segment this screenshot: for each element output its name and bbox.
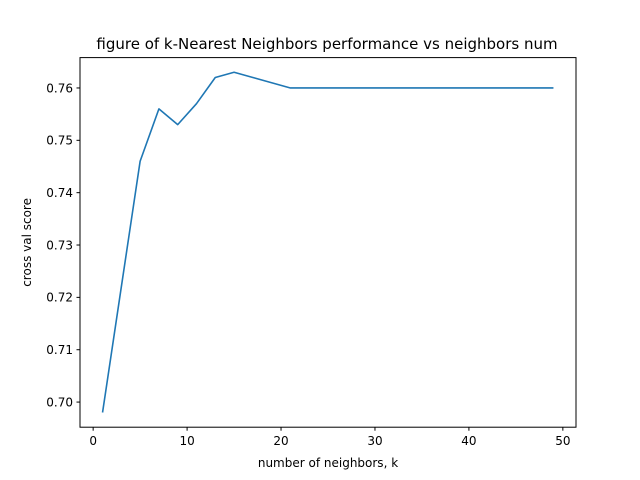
x-tick-label: 0 [89, 434, 97, 448]
y-axis-label: cross val score [20, 198, 34, 287]
y-tick-label: 0.70 [46, 395, 73, 409]
y-tick-label: 0.71 [46, 343, 73, 357]
axis-ticks: 0 10 20 30 40 50 0.70 0.71 0.72 0.73 0.74 0.75 0.76 [46, 81, 570, 448]
y-tick-label: 0.75 [46, 134, 73, 148]
y-tick-label: 0.74 [46, 186, 73, 200]
x-tick-label: 20 [273, 434, 288, 448]
x-tick-label: 50 [555, 434, 570, 448]
chart-title: figure of k-Nearest Neighbors performanc… [96, 35, 557, 53]
y-tick-label: 0.73 [46, 238, 73, 252]
series-layer [101, 71, 554, 413]
x-axis-label: number of neighbors, k [258, 456, 398, 470]
plot-frame [79, 57, 577, 428]
y-tick-label: 0.76 [46, 81, 73, 95]
x-tick-label: 40 [461, 434, 476, 448]
series-line [101, 71, 554, 413]
x-tick-label: 30 [367, 434, 382, 448]
y-tick-label: 0.72 [46, 291, 73, 305]
x-tick-label: 10 [179, 434, 194, 448]
